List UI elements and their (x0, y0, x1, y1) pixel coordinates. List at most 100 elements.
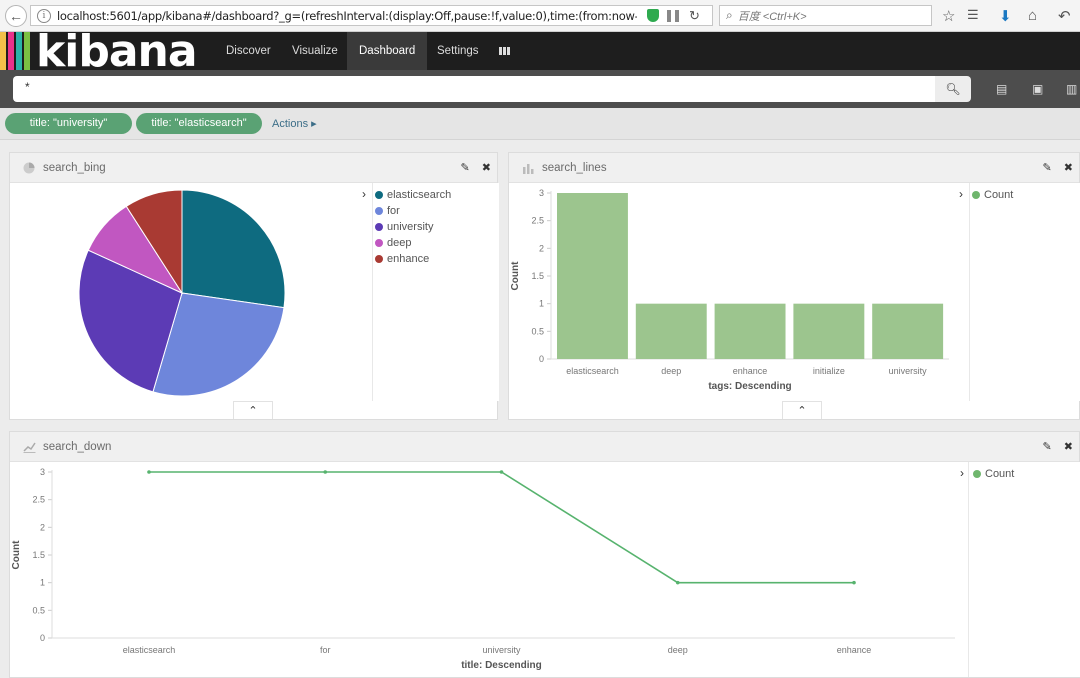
legend-label: Count (984, 189, 1014, 201)
legend-item[interactable]: enhance (375, 251, 499, 267)
x-tick-label: initialize (813, 366, 845, 376)
nav-settings[interactable]: Settings (437, 45, 479, 57)
close-icon[interactable]: ✖ (481, 162, 491, 174)
legend-toggle-icon[interactable]: › (960, 466, 964, 480)
y-tick-label: 2 (40, 522, 45, 532)
panel-tools: ✎ ✖ (1034, 440, 1074, 453)
edit-pencil-icon[interactable]: ✎ (1042, 441, 1052, 453)
legend-item[interactable]: deep (375, 235, 499, 251)
y-tick-label: 1.5 (32, 550, 45, 560)
qr-code-icon[interactable] (667, 9, 679, 22)
point-enhance (852, 580, 856, 585)
y-tick-label: 2.5 (531, 216, 544, 226)
y-axis-title: Count (11, 540, 22, 570)
address-bar[interactable]: i localhost:5601/app/kibana#/dashboard?_… (30, 5, 713, 26)
browser-search-placeholder: 百度 <Ctrl+K> (737, 10, 807, 23)
y-tick-label: 0 (539, 354, 544, 364)
y-tick-label: 1 (40, 578, 45, 588)
bookmark-star-icon[interactable]: ☆ (942, 8, 956, 25)
legend-item[interactable]: Count (972, 187, 1080, 203)
undo-icon[interactable]: ↶ (1058, 8, 1071, 25)
logo-text: kibana (36, 26, 198, 77)
legend-item[interactable]: Count (973, 466, 1080, 482)
panel-title: search_down (43, 441, 112, 453)
kibana-logo[interactable]: kibana (0, 26, 198, 77)
legend-label: deep (387, 237, 412, 249)
logo-bars (0, 32, 32, 70)
y-tick-label: 3 (40, 467, 45, 477)
x-tick-label: university (889, 366, 928, 376)
filter-pill-elasticsearch[interactable]: title: "elasticsearch" (136, 113, 262, 134)
nav-dashboard[interactable]: Dashboard (347, 32, 428, 70)
url-text[interactable]: localhost:5601/app/kibana#/dashboard?_g=… (57, 8, 637, 23)
panel-header: search_lines ✎ ✖ (509, 153, 1079, 183)
line-chart-icon (23, 442, 36, 453)
reload-icon[interactable]: ↻ (689, 7, 700, 23)
panel-tools: ✎ ✖ (452, 161, 492, 174)
search-icon: 🔍︎ (945, 82, 961, 96)
close-icon[interactable]: ✖ (1063, 441, 1073, 453)
point-university (499, 470, 504, 474)
legend-item[interactable]: for (375, 203, 499, 219)
legend-toggle-icon[interactable]: › (362, 187, 366, 201)
actions-label: Actions (272, 118, 309, 130)
panel-search-down: search_down ✎ ✖ 0 0.5 1 1.5 2 2.5 3 elasticsear… (9, 431, 1080, 678)
save-icon[interactable]: ▣ (1032, 82, 1044, 96)
y-tick-label: 2 (539, 243, 544, 253)
point-deep (675, 580, 680, 585)
point-for (323, 470, 328, 474)
x-tick-label: university (482, 645, 521, 655)
open-folder-icon[interactable]: ▥ (1066, 82, 1078, 96)
collapse-chevron-icon[interactable]: ⌃ (782, 401, 822, 419)
bar-deep (635, 303, 707, 359)
search-button[interactable]: 🔍︎ (935, 76, 971, 102)
y-tick-label: 0.5 (531, 326, 544, 336)
reading-list-icon[interactable]: ☰ (967, 7, 979, 22)
edit-pencil-icon[interactable]: ✎ (1042, 162, 1052, 174)
panel-header: search_down ✎ ✖ (10, 432, 1079, 462)
legend-toggle-icon[interactable]: › (959, 187, 963, 201)
new-dashboard-icon[interactable]: ▤ (996, 82, 1008, 96)
y-tick-label: 0 (40, 633, 45, 643)
pie-chart (78, 189, 286, 397)
legend-label: university (387, 221, 434, 233)
home-icon[interactable]: ⌂ (1028, 7, 1038, 24)
legend-item[interactable]: university (375, 219, 499, 235)
y-tick-label: 3 (539, 188, 544, 198)
pie-slice-for (152, 292, 285, 397)
bar-elasticsearch (557, 193, 628, 359)
info-icon[interactable]: i (37, 8, 51, 23)
edit-pencil-icon[interactable]: ✎ (460, 162, 470, 174)
legend-item[interactable]: elasticsearch (375, 187, 499, 203)
apps-grid-icon[interactable] (499, 47, 510, 55)
x-tick-label: enhance (837, 645, 872, 655)
nav-discover[interactable]: Discover (226, 45, 271, 57)
legend-color-dot (973, 470, 981, 478)
pie-slice-university (78, 249, 183, 393)
browser-search-box[interactable]: ⌕ 百度 <Ctrl+K> (719, 5, 932, 26)
panel-search-lines: search_lines ✎ ✖ 0 0.5 1 1.5 2 2.5 3 elasticsea… (508, 152, 1080, 420)
x-tick-label: elasticsearch (566, 366, 619, 376)
download-icon[interactable]: ⬇ (999, 8, 1012, 25)
collapse-chevron-icon[interactable]: ⌃ (233, 401, 273, 419)
pie-slice-elasticsearch (181, 189, 286, 309)
back-icon[interactable]: ← (5, 5, 27, 27)
y-tick-label: 1 (539, 299, 544, 309)
x-tick-label: enhance (733, 366, 768, 376)
bar-initialize (793, 303, 865, 359)
legend-label: enhance (387, 253, 430, 265)
filter-actions-link[interactable]: Actions ▸ (272, 118, 317, 130)
panel-tools: ✎ ✖ (1034, 161, 1074, 174)
query-input[interactable]: * (13, 76, 935, 102)
x-tick-label: deep (668, 645, 688, 655)
filter-pill-university[interactable]: title: "university" (5, 113, 132, 134)
y-axis-title: Count (510, 261, 521, 291)
close-icon[interactable]: ✖ (1063, 162, 1073, 174)
bar-legend: Count (969, 183, 1080, 401)
x-axis-title: title: Descending (461, 660, 542, 671)
panel-header: search_bing ✎ ✖ (10, 153, 497, 183)
nav-visualize[interactable]: Visualize (292, 45, 338, 57)
query-bar: * 🔍︎ ▤ ▣ ▥ (0, 70, 1080, 108)
shield-icon[interactable] (647, 9, 659, 22)
legend-color-dot (375, 191, 383, 199)
